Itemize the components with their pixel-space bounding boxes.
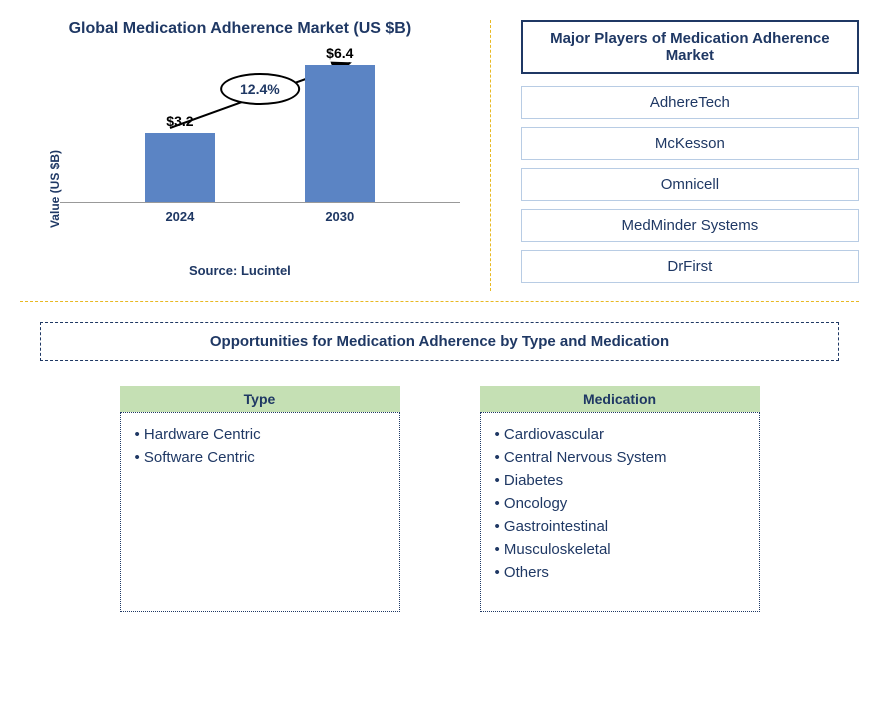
xlabel-0: 2024	[145, 209, 215, 224]
list-item-1-6: Others	[495, 561, 745, 584]
vertical-divider	[490, 20, 491, 291]
list-body-1: CardiovascularCentral Nervous SystemDiab…	[480, 412, 760, 612]
list-box-0: TypeHardware CentricSoftware Centric	[120, 386, 400, 612]
list-item-1-1: Central Nervous System	[495, 446, 745, 469]
source-label: Source: Lucintel	[20, 263, 460, 278]
bar-0	[145, 133, 215, 202]
players-title: Major Players of Medication Adherence Ma…	[521, 20, 859, 74]
bar-value-1: $6.4	[326, 45, 353, 61]
chart-title: Global Medication Adherence Market (US $…	[20, 20, 460, 38]
bar-1	[305, 65, 375, 202]
bar-value-0: $3.2	[166, 113, 193, 129]
bars-region: 12.4% $3.2 $6.4	[60, 53, 460, 203]
player-item-2: Omnicell	[521, 168, 859, 201]
players-area: Major Players of Medication Adherence Ma…	[521, 20, 859, 291]
top-section: Global Medication Adherence Market (US $…	[20, 20, 859, 291]
list-item-1-0: Cardiovascular	[495, 423, 745, 446]
list-item-0-0: Hardware Centric	[135, 423, 385, 446]
chart-area: Global Medication Adherence Market (US $…	[20, 20, 460, 291]
list-item-0-1: Software Centric	[135, 446, 385, 469]
bar-group-0: $3.2	[145, 113, 215, 202]
player-item-4: DrFirst	[521, 250, 859, 283]
list-item-1-2: Diabetes	[495, 469, 745, 492]
list-body-0: Hardware CentricSoftware Centric	[120, 412, 400, 612]
chart-container: Value (US $B) 12.4% $3.2	[60, 53, 460, 233]
list-header-0: Type	[120, 386, 400, 412]
list-item-1-3: Oncology	[495, 492, 745, 515]
players-list: AdhereTech McKesson Omnicell MedMinder Syst…	[521, 86, 859, 283]
player-item-3: MedMinder Systems	[521, 209, 859, 242]
opportunities-columns: TypeHardware CentricSoftware CentricMedi…	[20, 386, 859, 612]
list-box-1: MedicationCardiovascularCentral Nervous …	[480, 386, 760, 612]
player-item-1: McKesson	[521, 127, 859, 160]
xlabel-1: 2030	[305, 209, 375, 224]
list-header-1: Medication	[480, 386, 760, 412]
horizontal-divider	[20, 301, 859, 302]
xlabels: 2024 2030	[60, 209, 460, 224]
growth-label: 12.4%	[220, 73, 300, 105]
list-item-1-4: Gastrointestinal	[495, 515, 745, 538]
opportunities-title: Opportunities for Medication Adherence b…	[40, 322, 839, 361]
bar-group-1: $6.4	[305, 45, 375, 202]
list-item-1-5: Musculoskeletal	[495, 538, 745, 561]
growth-annotation: 12.4%	[220, 73, 300, 105]
player-item-0: AdhereTech	[521, 86, 859, 119]
